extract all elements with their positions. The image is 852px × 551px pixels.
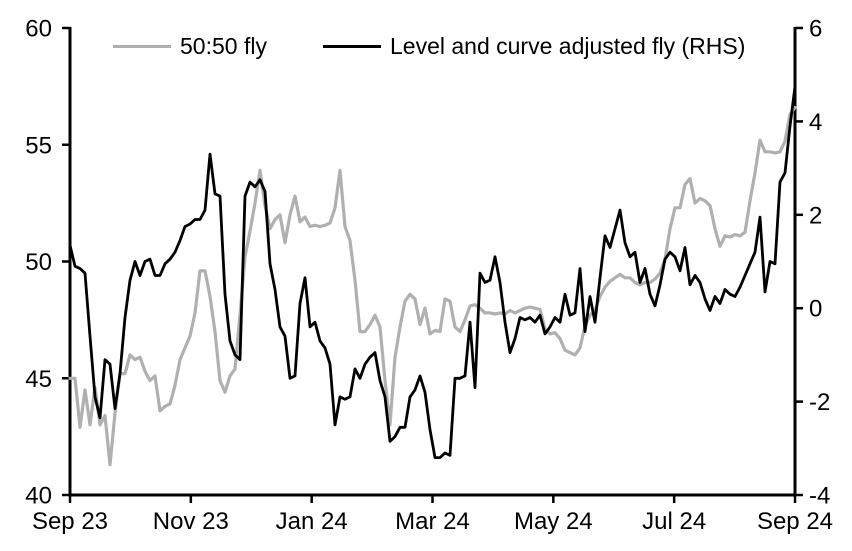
left-axis-tick-label: 50: [25, 249, 52, 276]
right-axis-tick-label: 0: [809, 296, 822, 323]
left-axis-tick-label: 60: [25, 16, 52, 43]
left-axis-tick-label: 55: [25, 132, 52, 159]
right-axis-tick-label: 2: [809, 202, 822, 229]
gray-line-swatch-icon: [113, 44, 171, 48]
x-axis-tick-label: Sep 23: [32, 508, 108, 535]
series-line-level-and-curve-adjusted-fly-rhs: [68, 85, 797, 460]
x-axis-tick-label: Jan 24: [276, 508, 348, 535]
right-axis-tick-label: -2: [809, 389, 830, 416]
x-axis-tick-label: May 24: [514, 508, 593, 535]
legend-item-5050-fly: 50:50 fly: [113, 33, 267, 59]
left-axis-tick-label: 40: [25, 483, 52, 510]
black-line-swatch-icon: [323, 44, 381, 48]
x-axis-tick-label: Sep 24: [757, 508, 833, 535]
x-axis-tick-label: Mar 24: [395, 508, 470, 535]
right-axis-tick-label: -4: [809, 483, 830, 510]
legend-item-level-curve-fly: Level and curve adjusted fly (RHS): [323, 33, 745, 59]
legend-label-level-curve-fly: Level and curve adjusted fly (RHS): [390, 33, 746, 59]
x-axis-tick-label: Jul 24: [642, 508, 706, 535]
x-axis-tick-label: Nov 23: [153, 508, 229, 535]
right-axis-tick-label: 4: [809, 109, 822, 136]
right-axis-tick-label: 6: [809, 16, 822, 43]
series-line-50-50-fly: [68, 105, 797, 467]
left-axis-tick-label: 45: [25, 366, 52, 393]
legend-label-5050-fly: 50:50 fly: [180, 33, 267, 59]
